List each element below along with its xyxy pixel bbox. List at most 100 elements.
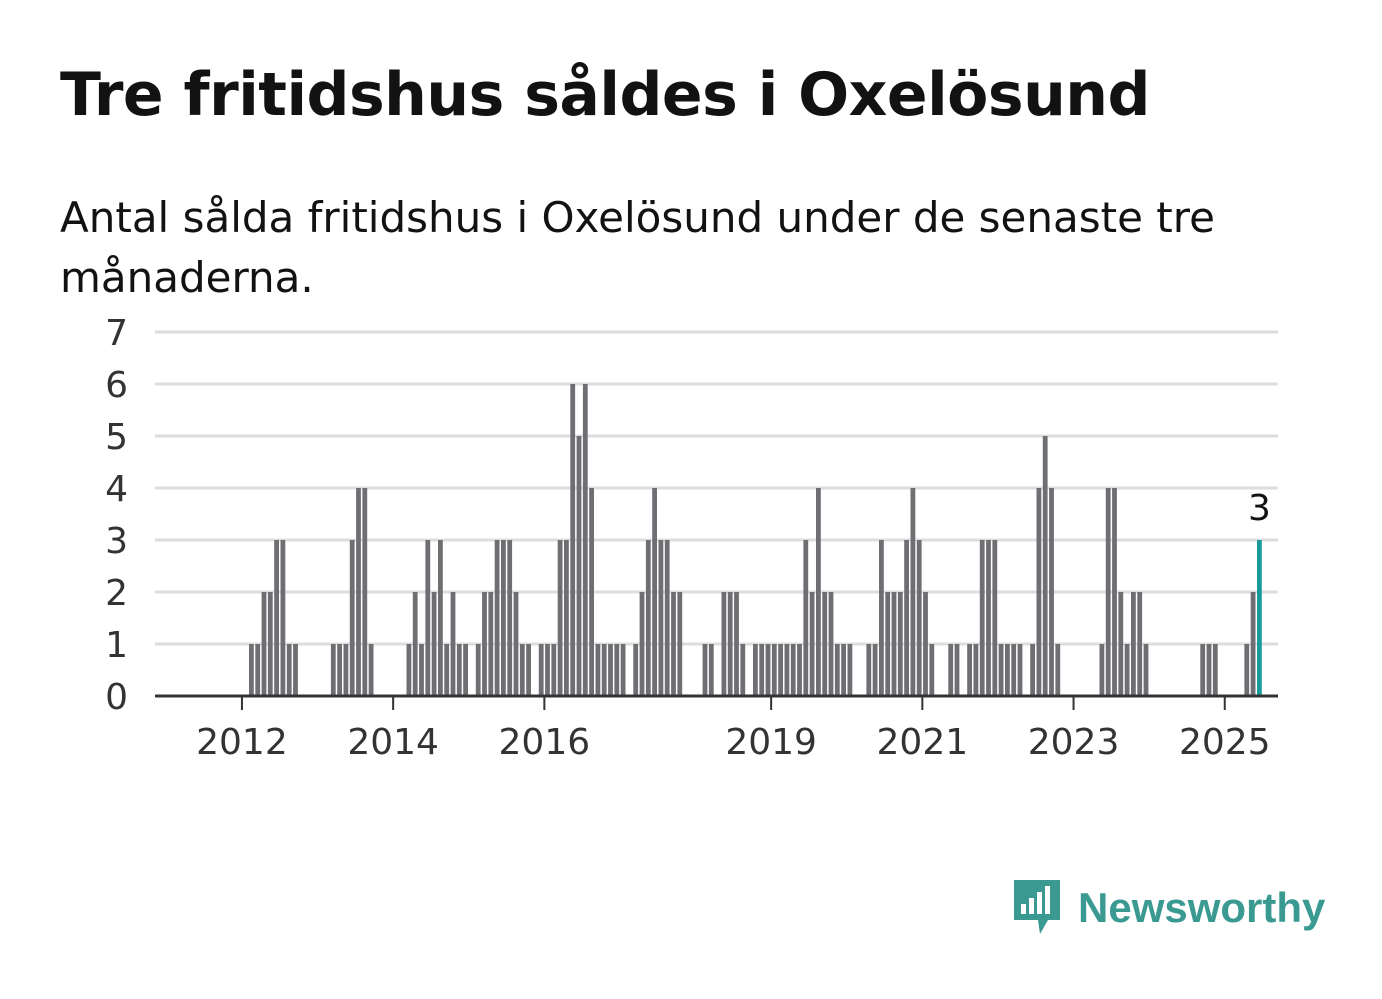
bar	[274, 540, 279, 696]
x-tick-label: 2012	[196, 722, 288, 763]
bar-chart-speech-bubble-icon	[1014, 880, 1060, 934]
bar	[816, 488, 821, 696]
bar	[671, 592, 676, 696]
bar	[658, 540, 664, 696]
y-tick-label: 5	[105, 417, 128, 458]
bar	[620, 644, 626, 696]
bar	[1011, 644, 1017, 696]
bar	[1036, 488, 1042, 696]
bar	[538, 644, 544, 696]
bar	[784, 644, 790, 696]
bar	[1112, 488, 1117, 696]
bar	[337, 644, 342, 696]
bar	[557, 540, 563, 696]
bar	[639, 592, 645, 696]
bar	[822, 592, 828, 696]
bar	[923, 592, 928, 696]
bar	[614, 644, 620, 696]
y-tick-label: 2	[105, 573, 128, 614]
bar	[564, 540, 569, 696]
bar	[450, 592, 456, 696]
bar	[979, 540, 985, 696]
y-tick-label: 6	[105, 365, 128, 406]
bar	[872, 644, 878, 696]
bar	[589, 488, 594, 696]
bar	[267, 592, 273, 696]
bar	[1105, 488, 1111, 696]
bar	[425, 540, 431, 696]
bar	[841, 644, 846, 696]
bar	[986, 540, 991, 696]
bar	[463, 644, 468, 696]
bar	[431, 592, 437, 696]
bar	[286, 644, 292, 696]
bar	[545, 644, 550, 696]
bar	[891, 592, 897, 696]
bar	[967, 644, 972, 696]
bar	[488, 592, 494, 696]
x-tick-label: 2014	[347, 722, 439, 763]
bar	[633, 644, 639, 696]
bar	[734, 592, 739, 696]
bar	[929, 644, 935, 696]
bar	[1244, 644, 1250, 696]
bar	[721, 592, 727, 696]
bar	[356, 488, 361, 696]
bar	[809, 592, 815, 696]
bar	[501, 540, 506, 696]
bar	[803, 540, 809, 696]
bar	[412, 592, 418, 696]
bar	[904, 540, 909, 696]
bar	[608, 644, 613, 696]
bar	[866, 644, 872, 696]
bar	[727, 592, 733, 696]
bar	[349, 540, 355, 696]
bar	[551, 644, 557, 696]
bar	[1131, 592, 1136, 696]
bar	[1005, 644, 1010, 696]
bar	[261, 592, 267, 696]
chart-subtitle: Antal sålda fritidshus i Oxelösund under…	[60, 193, 1215, 302]
bar	[1017, 644, 1023, 696]
bar	[771, 644, 777, 696]
bar	[507, 540, 513, 696]
bar	[885, 592, 891, 696]
bar	[1042, 436, 1048, 696]
y-tick-label: 3	[105, 521, 128, 562]
bar	[834, 644, 840, 696]
bar	[1212, 644, 1218, 696]
bar	[570, 384, 576, 696]
bar	[1118, 592, 1124, 696]
y-tick-label: 0	[105, 677, 128, 718]
bar	[708, 644, 714, 696]
bar	[249, 644, 254, 696]
bar	[973, 644, 979, 696]
bar	[1055, 644, 1061, 696]
x-tick-label: 2016	[499, 722, 591, 763]
bar	[406, 644, 412, 696]
bar	[740, 644, 746, 696]
bar	[677, 592, 683, 696]
bar	[1250, 592, 1256, 696]
bar	[765, 644, 771, 696]
bar	[664, 540, 670, 696]
bar	[910, 488, 916, 696]
bar	[652, 488, 657, 696]
bar	[847, 644, 853, 696]
bar	[702, 644, 708, 696]
bar	[576, 436, 582, 696]
bar	[255, 644, 261, 696]
y-tick-label: 4	[105, 469, 128, 510]
bar	[1124, 644, 1130, 696]
x-tick-label: 2019	[725, 722, 817, 763]
bar	[778, 644, 783, 696]
bar	[797, 644, 802, 696]
bar	[293, 644, 298, 696]
bar	[948, 644, 954, 696]
bar	[916, 540, 922, 696]
bar	[790, 644, 796, 696]
bar	[879, 540, 884, 696]
bar	[1206, 644, 1212, 696]
bar	[897, 592, 903, 696]
bar	[1099, 644, 1105, 696]
